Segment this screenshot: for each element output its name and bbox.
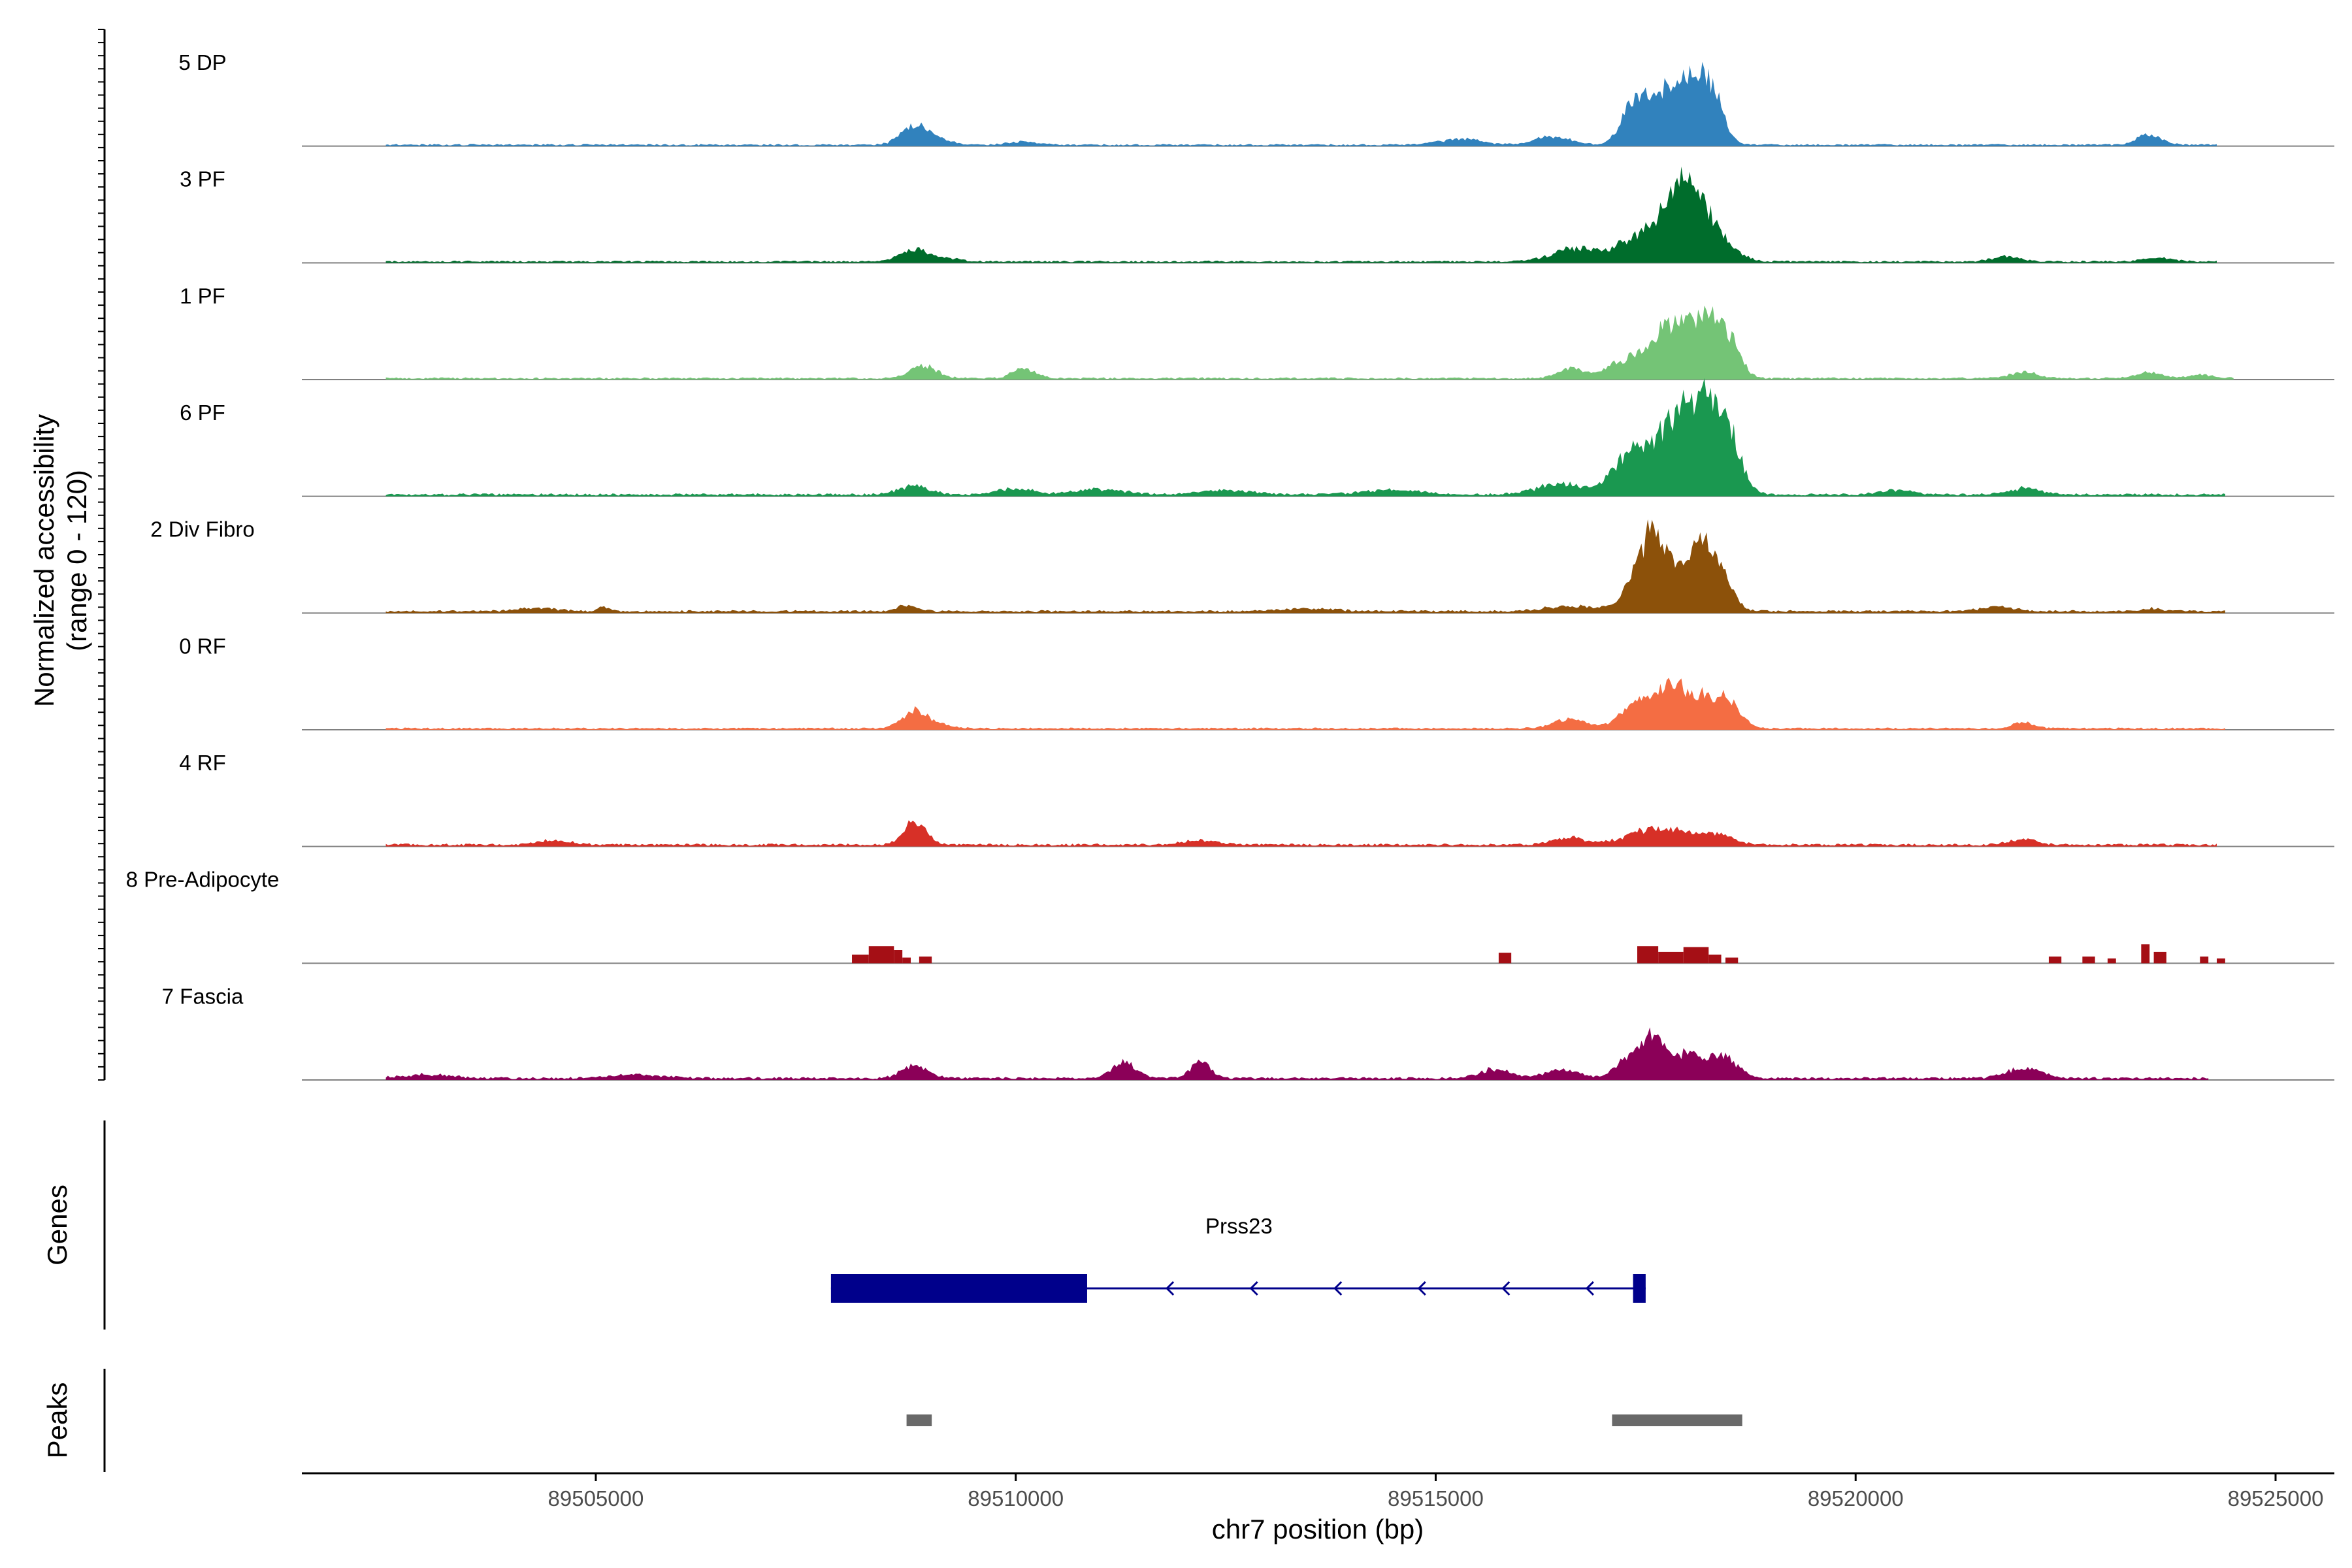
coverage-track: 5 DP — [178, 50, 2334, 147]
coverage-area — [385, 820, 2217, 847]
track-label: 3 PF — [180, 167, 225, 191]
strand-arrow-icon — [1249, 1281, 1258, 1296]
strand-arrow-icon — [1165, 1281, 1175, 1296]
coverage-bar — [2217, 958, 2225, 964]
gene-exon — [830, 1274, 1087, 1303]
gene-exon — [1633, 1274, 1646, 1303]
track-label: 8 Pre-Adipocyte — [126, 868, 280, 892]
track-label: 0 RF — [179, 634, 226, 658]
coverage-bar — [2082, 956, 2095, 964]
coverage-y-axis-title: Normalized accessibility — [29, 414, 59, 707]
strand-arrow-icon — [1501, 1281, 1511, 1296]
coverage-bar — [1725, 957, 1739, 964]
track-label: 1 PF — [180, 284, 225, 308]
coverage-bar — [1637, 946, 1659, 964]
x-tick-label: 89510000 — [968, 1486, 1064, 1511]
coverage-bar — [868, 946, 894, 964]
x-tick-label: 89520000 — [1808, 1486, 1904, 1511]
coverage-bar — [1658, 951, 1684, 964]
x-axis-title: chr7 position (bp) — [1212, 1514, 1424, 1544]
coverage-bar — [1708, 955, 1722, 964]
track-label: 2 Div Fibro — [150, 517, 255, 542]
x-tick-label: 89505000 — [548, 1486, 644, 1511]
peak-region — [906, 1414, 932, 1426]
coverage-track: 8 Pre-Adipocyte — [126, 868, 2334, 964]
track-label: 7 Fascia — [162, 984, 244, 1008]
peaks-panel-title: Peaks — [42, 1382, 73, 1459]
peak-region-track — [906, 1414, 1742, 1426]
strand-arrow-icon — [1585, 1281, 1594, 1296]
strand-arrow-icon — [1417, 1281, 1426, 1296]
x-axis-ticks: 89505000 89510000 89515000 89520000 89525000 — [548, 1473, 2324, 1511]
x-tick-label: 89515000 — [1388, 1486, 1484, 1511]
coverage-tracks: 5 DP 3 PF 1 PF 6 PF 2 Div Fibro 0 RF 4 RF 8 Pre… — [126, 50, 2334, 1081]
coverage-bar — [2107, 958, 2116, 964]
coverage-track: 4 RF — [179, 751, 2334, 847]
track-label: 5 DP — [178, 50, 226, 74]
strand-arrow-icon — [1333, 1281, 1343, 1296]
coverage-bar — [852, 955, 869, 964]
track-label: 4 RF — [179, 751, 226, 775]
gene-track: Prss23 — [830, 1214, 1646, 1303]
coverage-bar — [1498, 953, 1512, 964]
coverage-area — [385, 1027, 2209, 1080]
coverage-bar — [919, 956, 932, 964]
track-label: 6 PF — [180, 400, 225, 425]
coverage-bar — [1683, 947, 1709, 964]
coverage-bar — [2153, 951, 2166, 964]
coverage-track: 2 Div Fibro — [150, 517, 2334, 614]
coverage-bar — [902, 957, 911, 964]
coverage-y-axis-ticks — [98, 29, 105, 1081]
coverage-bar — [894, 950, 903, 964]
coverage-track: 7 Fascia — [162, 984, 2334, 1081]
coverage-track: 0 RF — [179, 634, 2334, 730]
coverage-track: 1 PF — [180, 284, 2334, 380]
coverage-track: 3 PF — [180, 167, 2334, 264]
gene-name-label: Prss23 — [1205, 1214, 1273, 1238]
coverage-bar — [2048, 956, 2062, 964]
coverage-bar — [2200, 956, 2209, 964]
coverage-y-axis-subtitle: (range 0 - 120) — [61, 470, 92, 651]
coverage-track: 6 PF — [180, 378, 2334, 497]
peak-region — [1612, 1414, 1742, 1426]
genes-panel-title: Genes — [42, 1184, 73, 1266]
coverage-bar — [2141, 944, 2150, 964]
x-tick-label: 89525000 — [2228, 1486, 2324, 1511]
